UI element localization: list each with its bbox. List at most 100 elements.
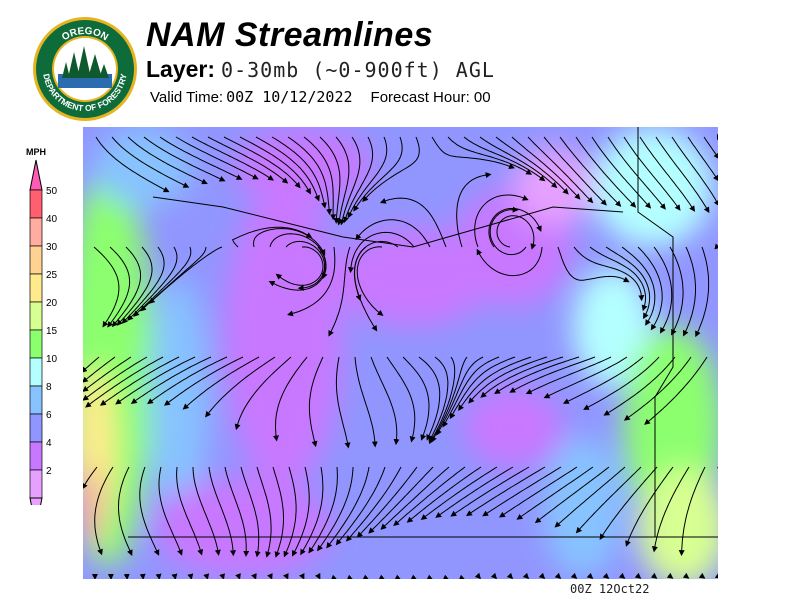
streamline	[335, 466, 386, 546]
legend-label: 30	[46, 242, 58, 253]
streamline	[85, 356, 164, 408]
wind-speed-legend: MPH 50 40 30 25 20 15 10 8 6 4 2	[26, 147, 58, 505]
streamline	[308, 466, 338, 554]
streamline	[402, 356, 430, 441]
legend-label: 40	[46, 214, 58, 225]
streamline	[418, 356, 441, 441]
streamline	[330, 574, 338, 579]
streamline	[252, 227, 326, 256]
streamline	[378, 574, 385, 579]
valid-time-label: Valid Time:	[150, 89, 224, 106]
streamline	[283, 466, 297, 558]
streamline	[653, 246, 673, 334]
streamline	[476, 246, 543, 277]
streamline	[394, 574, 401, 579]
streamline	[639, 136, 696, 212]
streamline	[623, 136, 681, 211]
streamline	[573, 246, 645, 302]
streamline	[458, 574, 465, 579]
streamline	[94, 466, 114, 556]
streamline	[343, 136, 374, 223]
streamline	[525, 356, 612, 395]
legend-swatch	[29, 385, 43, 415]
legend-swatch	[29, 217, 43, 247]
streamline	[450, 466, 530, 517]
streamline	[603, 356, 676, 416]
legend-label: 25	[46, 270, 58, 281]
streamline	[148, 246, 223, 304]
streamline-map	[83, 127, 718, 579]
streamline	[292, 466, 310, 557]
streamline	[191, 136, 275, 181]
streamlines	[83, 136, 718, 579]
streamline	[268, 246, 327, 291]
streamline	[379, 197, 447, 248]
streamline	[562, 356, 644, 404]
legend-bottom-arrow	[29, 497, 43, 505]
streamline	[223, 136, 301, 189]
streamline	[406, 466, 482, 523]
streamline	[208, 466, 236, 557]
streamline	[410, 574, 417, 579]
streamline	[431, 136, 515, 170]
streamline	[625, 466, 674, 547]
streamline	[678, 466, 706, 557]
streamline	[347, 136, 388, 219]
streamline	[130, 356, 212, 404]
streamline	[355, 219, 431, 248]
legend-label: 15	[46, 326, 58, 337]
streamline	[557, 246, 630, 283]
streamline	[354, 356, 378, 448]
streamline	[436, 356, 484, 436]
streamline	[607, 136, 666, 210]
streamline	[621, 246, 656, 326]
streamline	[575, 136, 637, 208]
streamline	[99, 356, 180, 406]
streamline	[393, 466, 466, 527]
streamline	[207, 136, 289, 184]
footer-timestamp: 00Z 12Oct22	[570, 582, 650, 596]
streamline	[111, 246, 142, 328]
logo-top-text: OREGON	[60, 26, 110, 43]
streamline	[456, 172, 492, 248]
streamline	[511, 136, 581, 200]
streamline	[543, 356, 628, 399]
svg-text:OREGON: OREGON	[60, 26, 110, 43]
streamline	[449, 356, 516, 420]
streamline	[362, 136, 420, 202]
streamline	[83, 356, 148, 401]
streamline	[669, 246, 684, 336]
streamline	[147, 356, 228, 405]
streamline	[687, 136, 718, 182]
streamline	[139, 466, 160, 556]
legend-label: 20	[46, 298, 58, 309]
streamline	[107, 246, 131, 328]
forecast-hour-label: Forecast Hour:	[370, 89, 470, 106]
streamline	[488, 208, 542, 248]
streamline	[234, 356, 292, 431]
streamline	[83, 356, 116, 383]
legend-swatch	[29, 441, 43, 471]
valid-time-line: Valid Time: 00Z 10/12/2022 Forecast Hour: …	[150, 88, 491, 106]
streamline	[489, 206, 527, 256]
streamline	[527, 136, 594, 204]
layer-line: Layer: 0-30mb (~0-900ft) AGL	[146, 56, 495, 83]
streamline	[239, 136, 311, 195]
streamline	[651, 466, 690, 553]
streamline	[127, 246, 178, 321]
streamline	[463, 136, 546, 182]
streamline	[335, 136, 350, 226]
legend-swatch	[29, 357, 43, 387]
streamline	[231, 226, 313, 248]
streamline	[695, 246, 710, 338]
streamline	[496, 215, 537, 250]
streamline	[494, 356, 580, 395]
streamline	[240, 466, 261, 558]
streamline	[509, 356, 596, 393]
streamline	[655, 136, 710, 214]
streamline	[116, 246, 153, 326]
streamline	[591, 136, 652, 209]
streamline	[543, 136, 607, 206]
streamline	[95, 136, 170, 193]
streamline	[175, 136, 259, 180]
